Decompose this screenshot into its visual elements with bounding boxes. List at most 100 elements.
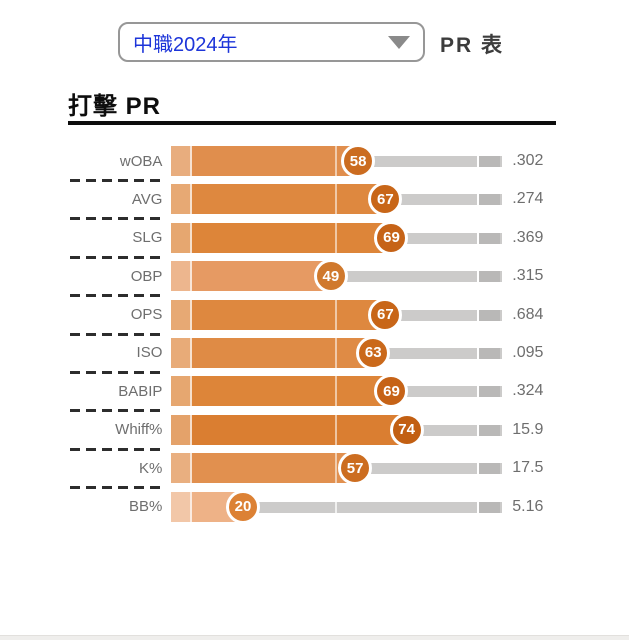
bar-midline bbox=[335, 299, 338, 330]
bar-start-cap bbox=[171, 222, 193, 253]
stat-label: ISO bbox=[136, 344, 163, 362]
rail-end-cap bbox=[477, 309, 501, 321]
stat-value: .684 bbox=[512, 305, 544, 323]
row-separator bbox=[68, 330, 556, 338]
pr-bar-fill bbox=[171, 222, 392, 253]
pr-bar-fill bbox=[171, 184, 386, 215]
pr-track: 57 bbox=[171, 451, 503, 486]
stat-row-OPS: OPS 67 .684 bbox=[68, 297, 556, 332]
rail-end-cap bbox=[477, 271, 501, 283]
stat-row-BB: BB% 20 5.16 bbox=[68, 489, 556, 524]
stat-row-BABIP: BABIP 69 .324 bbox=[68, 374, 556, 409]
stat-value: .095 bbox=[512, 343, 544, 361]
bar-midline bbox=[335, 184, 338, 215]
bar-start-cap bbox=[171, 376, 193, 407]
bar-midline bbox=[335, 453, 338, 484]
page-title: 打擊 PR bbox=[68, 93, 162, 120]
stat-label: K% bbox=[139, 459, 163, 477]
dashed-line bbox=[70, 255, 162, 259]
pr-bar-fill bbox=[171, 414, 407, 445]
batting-pr-chart: wOBA 58 .302 AVG 67 .274 SLG 69 .369 OBP 49 .315 OPS… bbox=[68, 144, 556, 524]
stat-label: wOBA bbox=[119, 152, 163, 170]
bar-start-cap bbox=[171, 261, 193, 292]
pr-bar-fill bbox=[171, 261, 331, 292]
stat-value: .274 bbox=[512, 190, 544, 208]
stat-label: OPS bbox=[130, 306, 163, 324]
pr-badge: 63 bbox=[356, 335, 391, 370]
stat-row-Whiff: Whiff% 74 15.9 bbox=[68, 412, 556, 447]
bar-start-cap bbox=[171, 299, 193, 330]
dashed-line bbox=[70, 179, 162, 182]
stat-value: .369 bbox=[512, 228, 544, 246]
bar-start-cap bbox=[171, 337, 193, 368]
rail-midline bbox=[335, 501, 338, 513]
stat-value: 17.5 bbox=[512, 459, 544, 477]
dashed-line bbox=[70, 486, 162, 490]
rail-end-cap bbox=[477, 463, 501, 475]
dashed-line bbox=[70, 409, 162, 413]
pr-track: 69 bbox=[171, 220, 503, 255]
season-dropdown[interactable]: 中職2024年 bbox=[118, 22, 425, 62]
dashed-line bbox=[70, 294, 162, 298]
bottom-divider bbox=[0, 635, 629, 640]
row-separator bbox=[68, 445, 556, 453]
stat-label: SLG bbox=[132, 229, 163, 247]
bar-start-cap bbox=[171, 414, 193, 445]
dashed-line bbox=[70, 332, 162, 336]
bar-midline bbox=[335, 146, 338, 176]
pr-badge: 49 bbox=[313, 259, 348, 294]
stat-label: OBP bbox=[130, 267, 163, 285]
stat-row-SLG: SLG 69 .369 bbox=[68, 220, 556, 255]
season-dropdown-value: 中職2024年 bbox=[133, 33, 238, 56]
pr-badge: 69 bbox=[374, 220, 409, 255]
pr-track: 67 bbox=[171, 182, 503, 217]
rail-end-cap bbox=[477, 386, 501, 398]
stat-value: .324 bbox=[512, 382, 544, 400]
stat-label: BB% bbox=[129, 498, 163, 516]
row-separator bbox=[68, 406, 556, 414]
row-separator bbox=[68, 176, 556, 184]
stat-value: 15.9 bbox=[512, 420, 544, 438]
pr-track: 67 bbox=[171, 297, 503, 332]
rail-end-cap bbox=[477, 501, 501, 513]
stat-row-AVG: AVG 67 .274 bbox=[68, 182, 556, 217]
stat-value: .302 bbox=[512, 152, 544, 169]
bar-start-cap bbox=[171, 184, 193, 215]
pr-table-label: PR 表 bbox=[440, 34, 505, 57]
row-separator bbox=[68, 253, 556, 261]
pr-badge: 69 bbox=[374, 374, 409, 409]
bar-midline bbox=[335, 376, 338, 407]
rail-end-cap bbox=[477, 424, 501, 436]
pr-badge: 67 bbox=[368, 297, 403, 332]
bar-start-cap bbox=[171, 453, 193, 484]
row-separator bbox=[68, 291, 556, 299]
pr-track: 20 bbox=[171, 489, 503, 524]
pr-bar-fill bbox=[171, 453, 356, 484]
pr-bar-fill bbox=[171, 376, 392, 407]
pr-track: 74 bbox=[171, 412, 503, 447]
rail-end-cap bbox=[477, 156, 501, 167]
bar-midline bbox=[335, 222, 338, 253]
stat-row-OBP: OBP 49 .315 bbox=[68, 259, 556, 294]
bar-midline bbox=[335, 414, 338, 445]
stat-row-wOBA: wOBA 58 .302 bbox=[68, 144, 556, 178]
row-separator bbox=[68, 368, 556, 376]
pr-bar-fill bbox=[171, 146, 359, 176]
stat-value: 5.16 bbox=[512, 497, 544, 515]
dashed-line bbox=[70, 217, 162, 221]
rail-end-cap bbox=[477, 232, 501, 244]
dashed-line bbox=[70, 447, 162, 451]
stat-row-ISO: ISO 63 .095 bbox=[68, 335, 556, 370]
row-separator bbox=[68, 483, 556, 491]
pr-badge: 58 bbox=[341, 144, 376, 178]
stat-label: Whiff% bbox=[115, 421, 163, 439]
pr-badge: 67 bbox=[368, 182, 403, 217]
stat-label: BABIP bbox=[118, 382, 163, 400]
pr-track: 63 bbox=[171, 335, 503, 370]
pr-bar-fill bbox=[171, 337, 374, 368]
pr-track: 58 bbox=[171, 144, 503, 178]
rail-end-cap bbox=[477, 347, 501, 359]
dashed-line bbox=[70, 370, 162, 374]
pr-track: 49 bbox=[171, 259, 503, 294]
pr-track: 69 bbox=[171, 374, 503, 409]
